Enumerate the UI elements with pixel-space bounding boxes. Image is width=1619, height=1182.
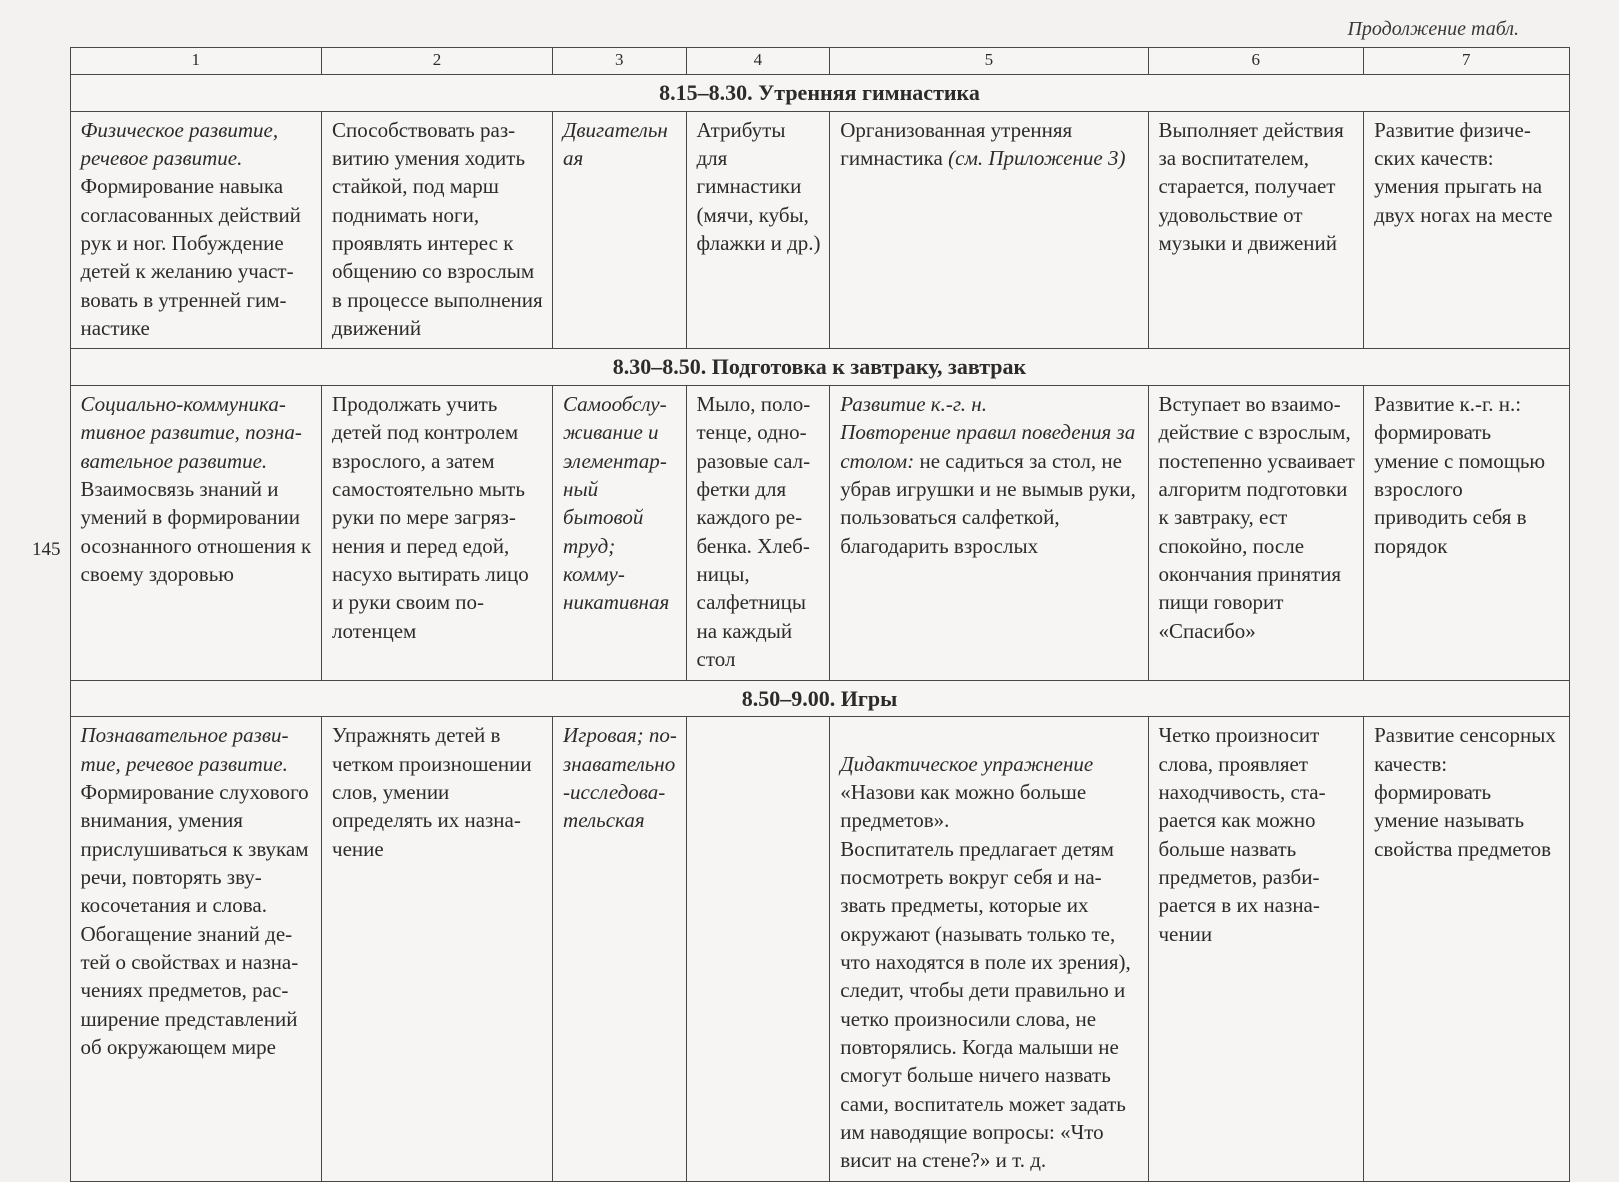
c1-italic: Физическое развитие, речевое развитие. (81, 118, 279, 170)
c1-italic: Социально-коммуника­тивное развитие, поз… (81, 392, 302, 473)
cell-c4: Мыло, поло­тенце, одно­разовые сал­фетки… (686, 386, 830, 680)
cell-c3: Самообслу­живание и элементар­ный бытово… (553, 386, 686, 680)
c3-italic: Самообслу­живание и элементар­ный бытово… (563, 392, 669, 614)
section-row: 8.30–8.50. Подготовка к завтраку, завтра… (70, 349, 1569, 386)
cell-c5: Организованная утренняя гимнастика (см. … (830, 111, 1148, 349)
col-num-1: 1 (70, 48, 322, 75)
cell-c4: Атрибуты для гимнастики (мячи, кубы, фла… (686, 111, 830, 349)
cell-c1: Физическое развитие, речевое развитие. Ф… (70, 111, 322, 349)
c5-italic1: Дидактическое упражнение (840, 752, 1093, 776)
cell-c7: Развитие к.-г. н.: формировать умение с … (1364, 386, 1569, 680)
section-title: 8.50–9.00. Игры (70, 680, 1569, 717)
cell-c5: Дидактическое упражнение «Назови как мож… (830, 717, 1148, 1182)
c1-italic: Познавательное разви­тие, речевое развит… (81, 723, 289, 775)
cell-c2: Продолжать учить детей под контролем взр… (322, 386, 553, 680)
cell-c3: Двигательная (553, 111, 686, 349)
cell-c1: Социально-коммуника­тивное развитие, поз… (70, 386, 322, 680)
cell-c6: Выполняет дей­ствия за воспитате­лем, ст… (1148, 111, 1364, 349)
cell-c1: Познавательное разви­тие, речевое развит… (70, 717, 322, 1182)
cell-c5: Развитие к.-г. н. Повторение правил пове… (830, 386, 1148, 680)
header-row: 1 2 3 4 5 6 7 (70, 48, 1569, 75)
cell-c6: Четко произносит слова, проявляет находч… (1148, 717, 1364, 1182)
c5-italic: (см. Приложе­ние 3) (948, 146, 1125, 170)
col-num-5: 5 (830, 48, 1148, 75)
cell-c2: Способствовать раз­витию умения ходить с… (322, 111, 553, 349)
schedule-table: 1 2 3 4 5 6 7 8.15–8.30. Утренняя гимнас… (70, 47, 1570, 1182)
c1-plain: Взаимосвязь знаний и умений в формирова­… (81, 477, 312, 586)
cell-c6: Вступает во взаимо­действие с взрос­лым,… (1148, 386, 1364, 680)
c5-plain: «Назови как можно больше предметов». Вос… (840, 780, 1131, 1172)
page-number: 145 (32, 540, 61, 559)
col-num-7: 7 (1364, 48, 1569, 75)
cell-c4 (686, 717, 830, 1182)
col-num-6: 6 (1148, 48, 1364, 75)
c5-italic1: Развитие к.-г. н. (840, 392, 987, 416)
col-num-4: 4 (686, 48, 830, 75)
c1-plain: Формирование слухово­го внимания, умения… (81, 780, 309, 1059)
cell-c7: Развитие сенсор­ных качеств: формировать… (1364, 717, 1569, 1182)
section-title: 8.15–8.30. Утренняя гимнастика (70, 74, 1569, 111)
cell-c7: Развитие физиче­ских качеств: умения пры… (1364, 111, 1569, 349)
c1-plain: Формирование навыка согласованных действ… (81, 174, 301, 340)
page-number-text: 145 (32, 540, 61, 559)
continuation-label: Продолжение табл. (60, 18, 1519, 41)
document-page: Продолжение табл. 145 1 2 3 4 5 6 7 8.15… (0, 0, 1619, 1080)
table-row: Социально-коммуника­тивное развитие, поз… (70, 386, 1569, 680)
col-num-2: 2 (322, 48, 553, 75)
cell-c2: Упражнять детей в четком произноше­нии с… (322, 717, 553, 1182)
section-title: 8.30–8.50. Подготовка к завтраку, завтра… (70, 349, 1569, 386)
c3-italic: Двигательная (563, 118, 668, 170)
table-row: Физическое развитие, речевое развитие. Ф… (70, 111, 1569, 349)
c3-italic: Игровая; по­знавательно-исследова­тельск… (563, 723, 677, 832)
section-row: 8.50–9.00. Игры (70, 680, 1569, 717)
cell-c3: Игровая; по­знавательно-исследова­тельск… (553, 717, 686, 1182)
col-num-3: 3 (553, 48, 686, 75)
table-row: Познавательное разви­тие, речевое развит… (70, 717, 1569, 1182)
section-row: 8.15–8.30. Утренняя гимнастика (70, 74, 1569, 111)
